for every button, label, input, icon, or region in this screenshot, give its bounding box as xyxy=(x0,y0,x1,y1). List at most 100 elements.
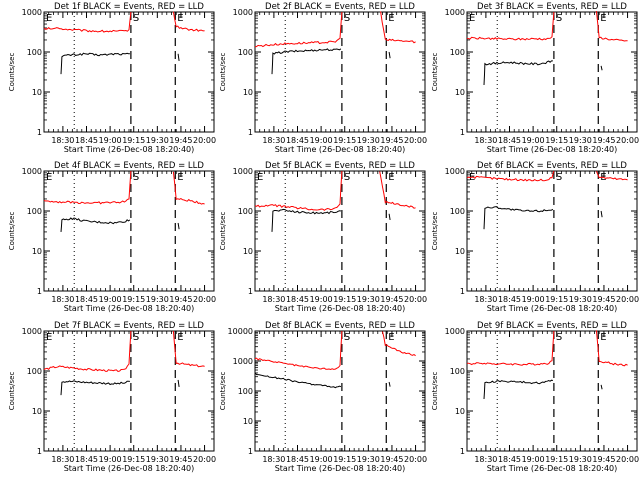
x-tick-label: 19:45 xyxy=(592,295,615,304)
detector-panel: Det 3f BLACK = Events, RED = LLD 1 10 100 10… xyxy=(431,2,639,154)
lld-series-line xyxy=(43,170,132,205)
plot-frame xyxy=(254,170,426,292)
y-tick-label: 1000 xyxy=(233,167,253,176)
lld-series-line-post-gap xyxy=(379,171,416,209)
events-series-line xyxy=(271,48,342,75)
y-tick-label: 10000 xyxy=(228,327,253,336)
y-tick-label: 1000 xyxy=(22,167,42,176)
x-axis-label: Start Time (26-Dec-08 18:20:40) xyxy=(64,145,195,154)
y-axis-label: Counts/sec xyxy=(219,212,227,251)
panel-title: Det 7f BLACK = Events, RED = LLD xyxy=(54,321,204,331)
events-series-line xyxy=(60,380,130,396)
y-tick-label: 10 xyxy=(32,88,42,97)
lld-series-line xyxy=(43,330,132,373)
marker-s: S xyxy=(556,13,562,24)
x-tick-label: 19:00 xyxy=(99,136,122,145)
x-tick-label: 20:00 xyxy=(193,295,216,304)
marker-s: S xyxy=(133,13,139,24)
x-axis-label: Start Time (26-Dec-08 18:20:40) xyxy=(487,304,618,313)
x-tick-label: 19:00 xyxy=(522,455,545,464)
lld-series-line xyxy=(254,170,343,211)
plot-frame xyxy=(43,330,215,452)
y-tick-label: 1 xyxy=(460,447,465,456)
x-axis-label: Start Time (26-Dec-08 18:20:40) xyxy=(275,304,406,313)
x-tick-label: 19:15 xyxy=(122,136,145,145)
x-tick-label: 19:15 xyxy=(333,295,356,304)
lld-series-line-post-gap xyxy=(595,171,628,181)
plot-frame xyxy=(254,330,426,452)
events-series-line-post-gap xyxy=(600,65,603,71)
x-axis-label: Start Time (26-Dec-08 18:20:40) xyxy=(487,145,618,154)
x-tick-label: 19:15 xyxy=(122,455,145,464)
x-tick-label: 18:45 xyxy=(286,455,309,464)
x-tick-label: 19:30 xyxy=(357,455,380,464)
events-series-line xyxy=(60,217,131,232)
y-tick-label: 1 xyxy=(248,447,253,456)
y-tick-label: 100 xyxy=(27,48,42,57)
x-tick-label: 18:30 xyxy=(474,136,497,145)
y-tick-label: 100 xyxy=(238,207,253,216)
marker-e-end: E xyxy=(388,13,394,24)
x-tick-label: 19:00 xyxy=(522,295,545,304)
marker-s: S xyxy=(133,332,139,343)
y-tick-label: 1000 xyxy=(445,8,465,17)
events-series-line-post-gap xyxy=(177,53,180,61)
lld-series-line xyxy=(254,11,343,48)
x-tick-label: 19:45 xyxy=(592,136,615,145)
marker-s: S xyxy=(556,172,562,183)
panel-title: Det 8f BLACK = Events, RED = LLD xyxy=(265,321,415,331)
lld-series-line xyxy=(466,170,555,182)
x-tick-label: 19:00 xyxy=(310,295,333,304)
lld-series-line-post-gap xyxy=(172,171,205,205)
plot-frame xyxy=(466,170,638,292)
x-tick-label: 18:45 xyxy=(75,136,98,145)
y-tick-label: 10 xyxy=(455,247,465,256)
panel-title: Det 2f BLACK = Events, RED = LLD xyxy=(265,2,415,12)
y-axis-label: Counts/sec xyxy=(431,53,439,92)
y-axis-label: Counts/sec xyxy=(8,212,16,251)
x-tick-label: 18:45 xyxy=(498,455,521,464)
marker-e-end: E xyxy=(177,332,183,343)
x-tick-label: 19:00 xyxy=(310,136,333,145)
x-tick-label: 18:30 xyxy=(474,455,497,464)
lld-series-line-post-gap xyxy=(595,330,628,367)
lld-series-line-post-gap xyxy=(595,11,628,42)
x-tick-label: 19:30 xyxy=(569,295,592,304)
x-tick-label: 18:45 xyxy=(498,295,521,304)
events-series-line-post-gap xyxy=(600,210,603,218)
y-axis-label: Counts/sec xyxy=(219,372,227,411)
marker-s: S xyxy=(344,172,350,183)
y-tick-label: 100 xyxy=(238,48,253,57)
x-tick-label: 20:00 xyxy=(616,295,639,304)
x-tick-label: 19:45 xyxy=(592,455,615,464)
panel-title: Det 4f BLACK = Events, RED = LLD xyxy=(54,161,204,171)
x-tick-label: 20:00 xyxy=(616,455,639,464)
x-tick-label: 18:45 xyxy=(286,295,309,304)
x-tick-label: 18:45 xyxy=(75,455,98,464)
marker-s: S xyxy=(133,172,139,183)
marker-e-start: E xyxy=(46,172,52,183)
lld-series-line-post-gap xyxy=(382,331,416,357)
events-series-line xyxy=(254,372,342,389)
x-tick-label: 19:45 xyxy=(169,455,192,464)
lld-series-line xyxy=(254,330,343,371)
x-tick-label: 19:30 xyxy=(146,455,169,464)
x-tick-label: 19:00 xyxy=(99,455,122,464)
x-tick-label: 19:30 xyxy=(569,455,592,464)
lld-series-line xyxy=(467,330,555,366)
detector-panel: Det 9f BLACK = Events, RED = LLD 1 10 100 10… xyxy=(431,321,639,473)
x-axis-label: Start Time (26-Dec-08 18:20:40) xyxy=(64,464,195,473)
y-tick-label: 10 xyxy=(32,247,42,256)
lld-series-line-post-gap xyxy=(380,11,416,44)
x-tick-label: 18:30 xyxy=(51,295,74,304)
events-series-line-post-gap xyxy=(177,379,180,387)
panel-title: Det 1f BLACK = Events, RED = LLD xyxy=(54,2,204,12)
x-tick-label: 19:45 xyxy=(380,295,403,304)
x-tick-label: 18:45 xyxy=(75,295,98,304)
y-tick-label: 1000 xyxy=(233,8,253,17)
panel-title: Det 9f BLACK = Events, RED = LLD xyxy=(477,321,627,331)
plot-frame xyxy=(254,11,426,133)
x-tick-label: 20:00 xyxy=(404,136,427,145)
x-tick-label: 19:00 xyxy=(99,295,122,304)
x-tick-label: 18:30 xyxy=(262,136,285,145)
